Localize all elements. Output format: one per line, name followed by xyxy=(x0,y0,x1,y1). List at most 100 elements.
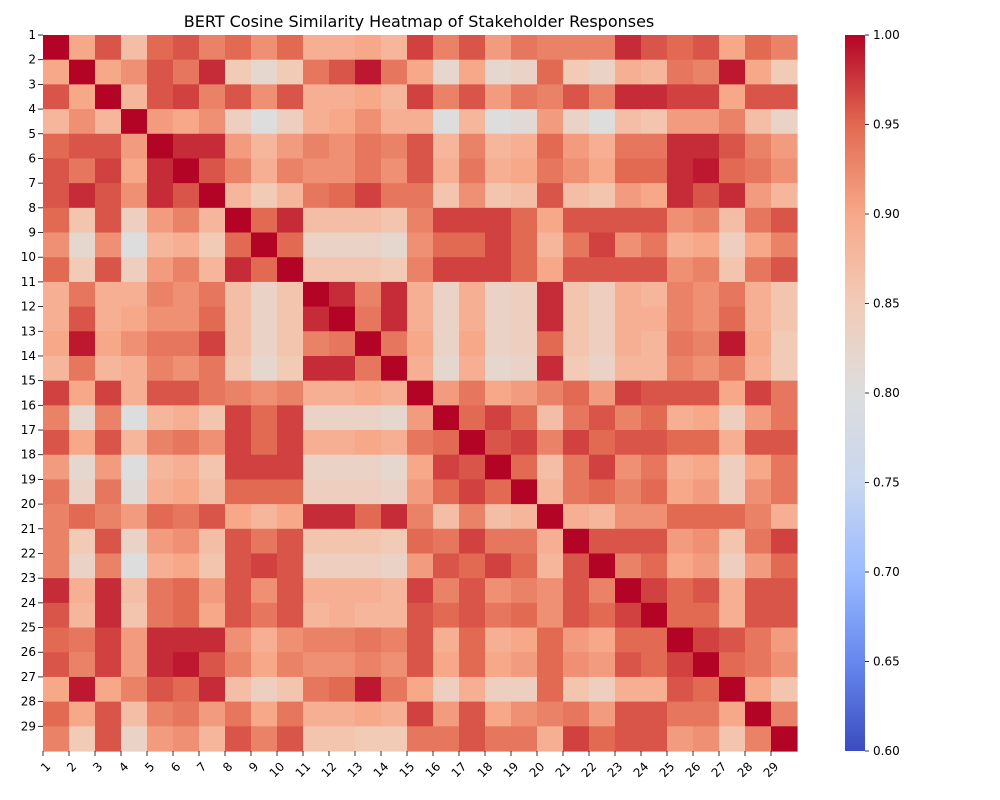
heatmap-cell xyxy=(303,306,330,332)
heatmap-cell xyxy=(329,306,356,332)
heatmap-cell xyxy=(693,331,720,357)
column-tick-label: 5 xyxy=(142,759,157,774)
heatmap-cell xyxy=(563,133,590,160)
heatmap-cell xyxy=(563,627,590,653)
column-tick-label: 12 xyxy=(319,759,340,780)
column-tick-label: 1 xyxy=(38,759,53,774)
heatmap-cell xyxy=(667,109,694,135)
heatmap-cell xyxy=(95,652,122,678)
heatmap-cell xyxy=(355,479,382,505)
heatmap-cell xyxy=(303,109,330,135)
heatmap-cell xyxy=(589,84,616,110)
heatmap-cell xyxy=(693,528,720,555)
heatmap-cell xyxy=(381,652,408,678)
heatmap-cell xyxy=(251,59,278,85)
heatmap-cell xyxy=(199,479,226,505)
colorbar-tick-label: 0.90 xyxy=(873,207,900,221)
heatmap-cell xyxy=(407,35,434,61)
heatmap-cell xyxy=(277,454,304,481)
column-tick-label: 28 xyxy=(735,759,756,780)
heatmap-cell xyxy=(95,479,122,505)
heatmap-cell xyxy=(511,207,538,234)
heatmap-cell xyxy=(329,158,356,184)
heatmap-cell xyxy=(407,676,434,703)
heatmap-cell xyxy=(95,306,122,332)
heatmap-cell xyxy=(537,158,564,184)
heatmap-cell xyxy=(355,676,382,703)
heatmap-cell xyxy=(745,578,772,604)
heatmap-cell xyxy=(225,430,252,456)
heatmap-cell xyxy=(121,59,148,85)
heatmap-cell xyxy=(459,183,486,209)
column-tick-label: 13 xyxy=(345,759,366,780)
heatmap-cell xyxy=(121,430,148,456)
heatmap-cell xyxy=(537,652,564,678)
column-tick-label: 25 xyxy=(657,759,678,780)
heatmap-cell xyxy=(485,726,512,752)
heatmap-cell xyxy=(69,430,96,456)
heatmap-cell xyxy=(277,578,304,604)
colorbar-tick-label: 1.00 xyxy=(873,28,900,42)
heatmap-cell xyxy=(771,109,798,135)
heatmap-cell xyxy=(251,405,278,431)
heatmap-cell xyxy=(485,84,512,110)
heatmap-cell xyxy=(641,109,668,135)
heatmap-cell xyxy=(147,306,174,332)
heatmap-cell xyxy=(355,109,382,135)
heatmap-cell xyxy=(43,479,70,505)
heatmap-cell xyxy=(147,257,174,283)
heatmap-cell xyxy=(277,59,304,85)
heatmap-cell xyxy=(121,183,148,209)
heatmap-cell xyxy=(381,380,408,406)
heatmap-cell xyxy=(511,627,538,653)
heatmap-cell xyxy=(407,430,434,456)
heatmap-cell xyxy=(563,454,590,481)
heatmap-cell xyxy=(95,405,122,431)
colorbar-ticks: 0.60 0.65 0.70 0.75 0.80 0.85 0.90 0.95 1.00 xyxy=(865,28,900,758)
heatmap-cell xyxy=(563,257,590,283)
heatmap-cell xyxy=(615,84,642,110)
heatmap-cell xyxy=(173,504,200,530)
heatmap-cell xyxy=(147,59,174,85)
heatmap-cell xyxy=(329,701,356,727)
heatmap-cell xyxy=(745,257,772,283)
heatmap-cell xyxy=(745,133,772,160)
heatmap-cell xyxy=(95,35,122,61)
heatmap-cell xyxy=(485,257,512,283)
heatmap-cell xyxy=(43,84,70,110)
heatmap-cell xyxy=(355,405,382,431)
heatmap-cell xyxy=(771,405,798,431)
heatmap-cell xyxy=(745,232,772,258)
heatmap-cell xyxy=(433,479,460,505)
heatmap-cell xyxy=(459,627,486,653)
heatmap-cell xyxy=(771,306,798,332)
heatmap-cell xyxy=(485,59,512,85)
heatmap-cell xyxy=(459,232,486,258)
heatmap-cell xyxy=(121,257,148,283)
heatmap-cell xyxy=(511,726,538,752)
heatmap-cell xyxy=(303,676,330,703)
heatmap-cell xyxy=(745,35,772,61)
heatmap-cell xyxy=(381,281,408,308)
heatmap-cell xyxy=(43,430,70,456)
heatmap-cell xyxy=(303,405,330,431)
heatmap-cell xyxy=(693,726,720,752)
heatmap-cell xyxy=(745,355,772,382)
heatmap-cell xyxy=(641,430,668,456)
heatmap-cell xyxy=(69,479,96,505)
heatmap-cell xyxy=(641,257,668,283)
column-tick-label: 18 xyxy=(475,759,496,780)
heatmap-cell xyxy=(69,158,96,184)
heatmap-cell xyxy=(615,183,642,209)
heatmap-cell xyxy=(381,232,408,258)
heatmap-cell xyxy=(303,257,330,283)
heatmap-cell xyxy=(69,207,96,234)
heatmap-cell xyxy=(173,553,200,579)
heatmap-cell xyxy=(251,602,278,629)
heatmap-cell xyxy=(381,528,408,555)
heatmap-cell xyxy=(459,207,486,234)
heatmap-cell xyxy=(199,405,226,431)
heatmap-cell xyxy=(693,380,720,406)
heatmap-cell xyxy=(771,355,798,382)
heatmap-cell xyxy=(615,158,642,184)
